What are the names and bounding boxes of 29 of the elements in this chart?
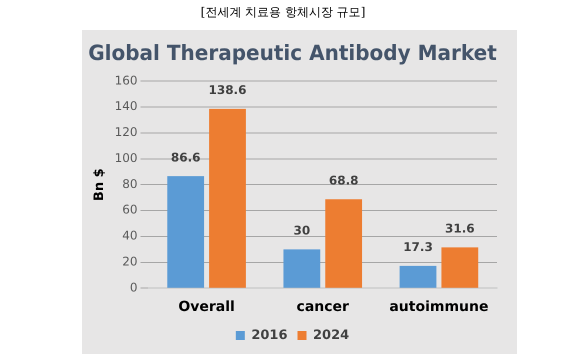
y-tick-label: 40 [122, 228, 138, 243]
y-tick-label: 60 [122, 202, 138, 217]
bar [209, 108, 246, 288]
data-label: 138.6 [208, 83, 246, 98]
y-axis-title: Bn $ [92, 168, 108, 202]
x-tick-label: Overall [178, 299, 235, 316]
legend-label: 2016 [251, 328, 288, 343]
data-label: 68.8 [328, 173, 358, 188]
y-tick-label: 20 [122, 254, 138, 268]
chart-title: [전세계 치료용 항체시장 규모] [200, 4, 366, 21]
data-label: 17.3 [403, 240, 433, 254]
chart-subtitle: Global Therapeutic Antibody Market [88, 40, 498, 66]
legend-label: 2024 [313, 328, 350, 343]
bar [441, 247, 478, 288]
y-tick-label: 80 [122, 176, 138, 191]
data-label: 30 [293, 224, 310, 238]
y-tick-label: 100 [114, 150, 138, 165]
y-tick-label: 160 [114, 73, 138, 88]
bar [167, 176, 204, 288]
x-tick-label: autoimmune [389, 299, 488, 316]
y-tick-label: 140 [114, 99, 138, 114]
data-label: 31.6 [445, 221, 475, 236]
y-tick-label: 0 [130, 280, 138, 294]
bar [325, 199, 362, 288]
y-tick-label: 120 [114, 125, 138, 140]
data-label: 86.6 [170, 150, 200, 164]
x-tick-label: cancer [296, 299, 350, 316]
bar [283, 249, 320, 288]
bar [400, 266, 436, 288]
